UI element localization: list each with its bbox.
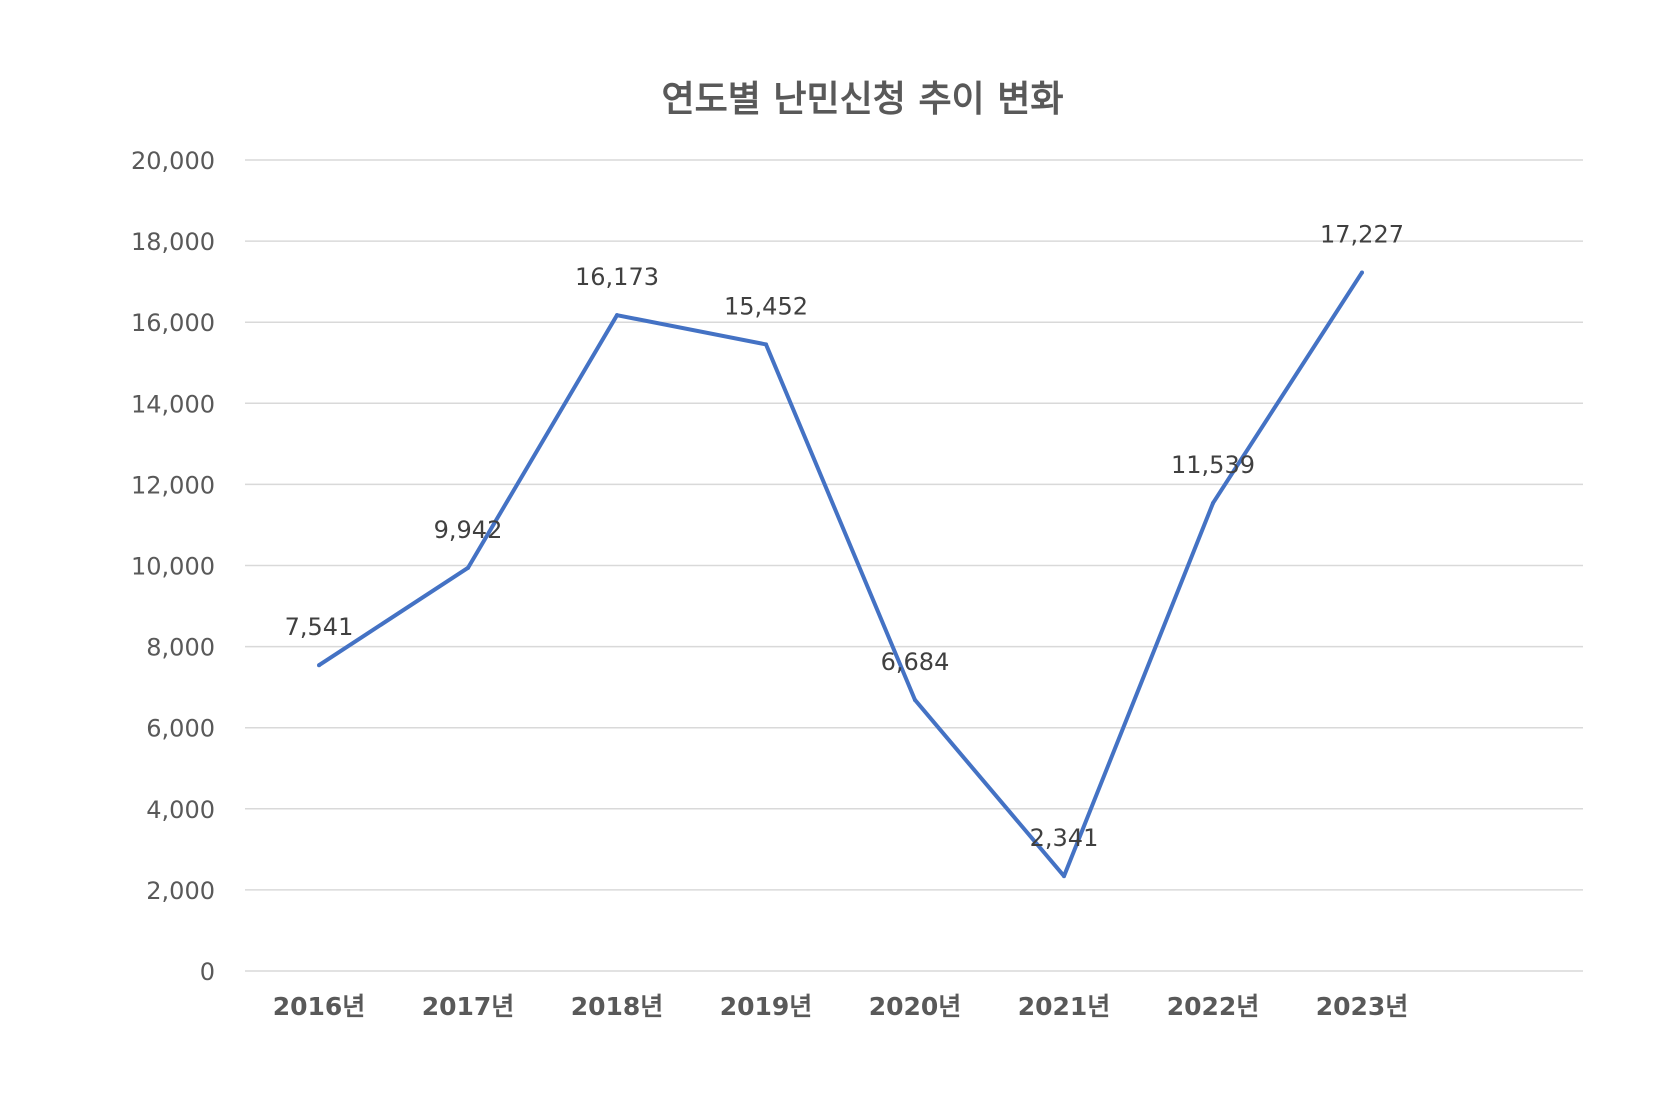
data-label: 17,227 [1320,220,1404,248]
data-label: 11,539 [1171,451,1255,479]
x-tick-label: 2020년 [869,992,962,1021]
data-label: 6,684 [881,648,950,676]
x-tick-label: 2016년 [273,992,366,1021]
data-label: 15,452 [724,292,808,320]
data-point [1062,874,1066,879]
data-point [466,565,470,570]
data-label: 7,541 [285,613,354,641]
chart-title: 연도별 난민신청 추이 변화 [661,79,1064,120]
y-tick-label: 20,000 [131,147,215,175]
data-label: 2,341 [1030,824,1099,852]
x-tick-label: 2021년 [1018,992,1111,1021]
y-tick-label: 4,000 [146,796,215,824]
data-label: 16,173 [575,263,659,291]
x-tick-label: 2023년 [1316,992,1409,1021]
y-tick-label: 6,000 [146,715,215,743]
x-tick-label: 2018년 [571,992,664,1021]
series-line [317,271,1364,879]
y-tick-label: 18,000 [131,228,215,256]
y-tick-label: 14,000 [131,390,215,418]
data-point [913,697,917,702]
y-tick-label: 16,000 [131,309,215,337]
y-tick-label: 2,000 [146,877,215,905]
data-point [317,663,321,668]
y-tick-label: 10,000 [131,553,215,581]
x-tick-label: 2017년 [422,992,515,1021]
data-point [615,313,619,318]
data-point [1211,501,1215,506]
data-point [764,342,768,347]
y-tick-label: 8,000 [146,634,215,662]
y-tick-label: 12,000 [131,471,215,499]
y-tick-label: 0 [200,958,215,986]
data-label: 9,942 [434,516,503,544]
x-tick-label: 2022년 [1167,992,1260,1021]
data-point [1360,270,1364,275]
x-tick-label: 2019년 [720,992,813,1021]
